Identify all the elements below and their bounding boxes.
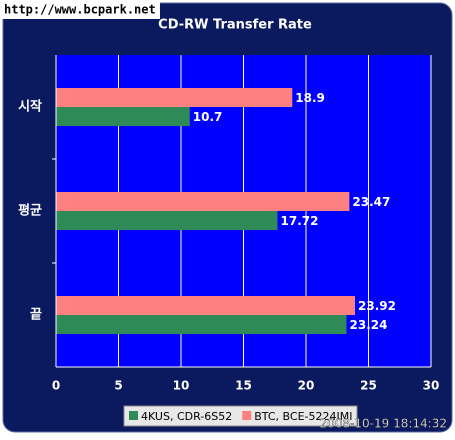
x-tick-label: 20 xyxy=(298,379,315,393)
y-tick-label: 평균 xyxy=(18,203,42,219)
legend-label: 4KUS, CDR-6S52 xyxy=(141,410,232,423)
data-label: 23.47 xyxy=(352,195,390,209)
x-tick-label: 15 xyxy=(235,379,252,393)
bar xyxy=(56,88,293,107)
x-tick-label: 0 xyxy=(52,379,60,393)
legend xyxy=(123,405,358,427)
y-tick-label: 시작 xyxy=(18,99,42,115)
legend-swatch xyxy=(129,411,138,420)
bar xyxy=(56,192,350,211)
watermark-background xyxy=(0,0,160,19)
timestamp: 2008-10-19 18:14:32 xyxy=(320,417,447,431)
y-tick-label: 끝 xyxy=(30,308,42,323)
data-label: 23.24 xyxy=(350,318,388,332)
x-tick-label: 25 xyxy=(360,379,377,393)
bar xyxy=(56,107,190,126)
chart-title: CD-RW Transfer Rate xyxy=(158,18,312,33)
x-tick-label: 30 xyxy=(423,379,440,393)
data-label: 18.9 xyxy=(295,91,325,105)
bar xyxy=(56,296,355,315)
watermark: http://www.bcpark.net xyxy=(4,3,156,17)
data-label: 23.92 xyxy=(358,299,396,313)
x-tick-label: 10 xyxy=(173,379,190,393)
bar xyxy=(56,211,278,230)
data-label: 17.72 xyxy=(281,214,319,228)
data-label: 10.7 xyxy=(193,110,223,124)
legend-swatch xyxy=(242,411,252,420)
bar xyxy=(56,315,347,334)
legend-label: BTC, BCE-5224IMI xyxy=(254,410,352,423)
x-tick-label: 5 xyxy=(114,379,122,393)
